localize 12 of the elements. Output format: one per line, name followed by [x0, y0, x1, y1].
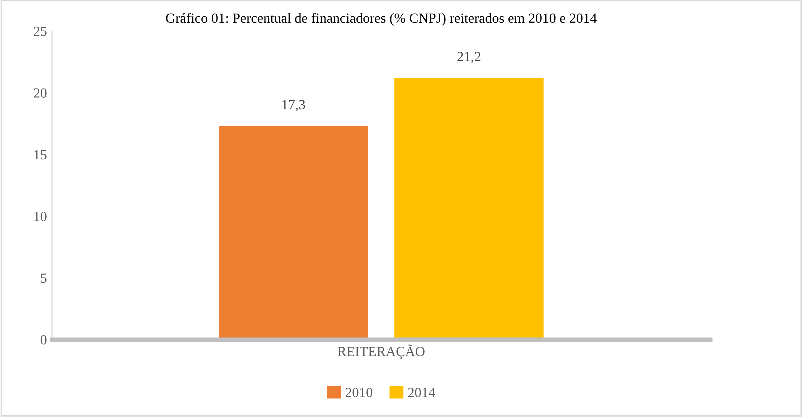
legend-label: 2014: [408, 388, 436, 398]
y-tick-label: 20: [34, 88, 47, 98]
legend-label: 2010: [346, 388, 373, 398]
x-tick-label: REITERAÇÃO: [338, 344, 425, 360]
data-label: 17,3: [282, 100, 306, 112]
y-tick-label: 25: [34, 26, 47, 36]
chart-title: Gráfico 01: Percentual de financiadores (% CNPJ) reiterados em 2010 e 2014: [166, 13, 597, 26]
y-tick-label: 0: [40, 335, 47, 345]
y-tick-label: 10: [34, 212, 47, 222]
data-label: 21,2: [458, 52, 481, 64]
y-tick-label: 5: [41, 274, 47, 284]
y-tick-label: 15: [34, 150, 47, 160]
